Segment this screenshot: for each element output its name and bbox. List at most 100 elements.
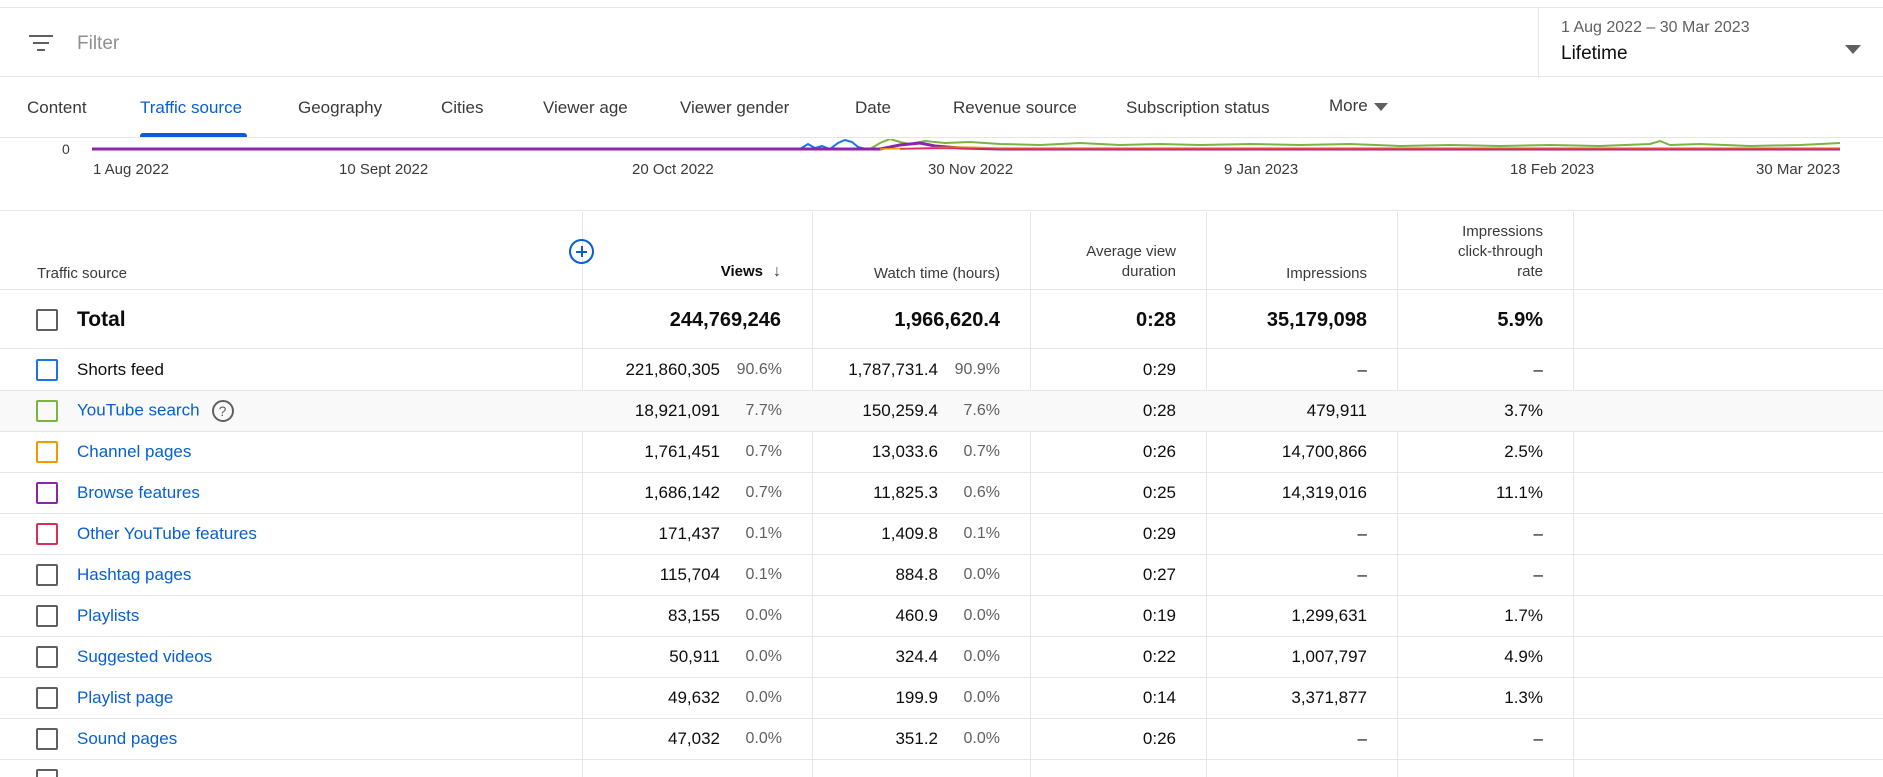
total-watch-time: 1,966,620.4 bbox=[894, 309, 1000, 331]
avg-duration-value: 0:19 bbox=[1142, 606, 1176, 625]
header-views[interactable]: Views ↓ bbox=[721, 262, 781, 282]
series-line-shorts bbox=[799, 139, 867, 151]
source-name-link[interactable]: Playlist page bbox=[77, 688, 174, 707]
help-icon[interactable]: ? bbox=[211, 400, 234, 422]
header-ctr[interactable]: Impressions click-through rate bbox=[1458, 222, 1543, 282]
header-ctr-line3: rate bbox=[1517, 263, 1543, 280]
impressions-value: 3,371,877 bbox=[1291, 688, 1367, 707]
table-row[interactable]: Suggested videos 50,911 0.0% 324.4 0.0% … bbox=[0, 637, 1883, 678]
header-traffic-source[interactable]: Traffic source bbox=[37, 265, 128, 282]
row-checkbox[interactable] bbox=[36, 728, 58, 750]
row-checkbox[interactable] bbox=[36, 605, 58, 627]
tab-viewer-gender[interactable]: Viewer gender bbox=[680, 98, 790, 117]
date-range-text: 1 Aug 2022 – 30 Mar 2023 bbox=[1561, 19, 1750, 36]
table-row[interactable]: Other YouTube features 171,437 0.1% 1,40… bbox=[0, 514, 1883, 555]
filter-icon[interactable] bbox=[29, 34, 53, 52]
watch-time-percent: 0.1% bbox=[963, 525, 1000, 542]
impressions-value: – bbox=[1357, 565, 1367, 584]
source-name-link[interactable]: Sound pages bbox=[77, 729, 178, 748]
avg-duration-value: 0:28 bbox=[1142, 401, 1176, 420]
row-checkbox[interactable] bbox=[36, 441, 58, 463]
chevron-down-icon[interactable] bbox=[1845, 45, 1861, 54]
table-row[interactable]: Hashtag pages 115,704 0.1% 884.8 0.0% 0:… bbox=[0, 555, 1883, 596]
row-checkbox[interactable] bbox=[36, 482, 58, 504]
impressions-value: 14,700,866 bbox=[1281, 442, 1367, 461]
x-tick-label: 1 Aug 2022 bbox=[93, 161, 169, 178]
source-name-link[interactable]: Other YouTube features bbox=[77, 524, 257, 543]
impressions-value: – bbox=[1357, 524, 1367, 543]
active-tab-indicator bbox=[140, 133, 247, 137]
views-value: 18,921,091 bbox=[634, 401, 720, 420]
impressions-value: 1,007,797 bbox=[1291, 647, 1367, 666]
x-tick-label: 10 Sept 2022 bbox=[339, 161, 429, 178]
source-name-link[interactable]: Channel pages bbox=[77, 442, 192, 461]
ctr-value: 1.3% bbox=[1504, 688, 1543, 707]
header-watch-time[interactable]: Watch time (hours) bbox=[873, 265, 1000, 282]
watch-time-value: 11,825.3 bbox=[873, 483, 938, 502]
views-value: 115,704 bbox=[659, 565, 720, 584]
source-name-link[interactable]: Hashtag pages bbox=[77, 565, 192, 584]
tab-more[interactable]: More bbox=[1329, 96, 1388, 116]
tab-date[interactable]: Date bbox=[855, 98, 891, 117]
row-checkbox[interactable] bbox=[36, 359, 58, 381]
ctr-value: 2.5% bbox=[1504, 442, 1543, 461]
tab-traffic-source[interactable]: Traffic source bbox=[140, 98, 243, 117]
header-avg-line1: Average view bbox=[1086, 243, 1176, 260]
views-percent: 0.0% bbox=[745, 648, 782, 665]
views-value: 50,911 bbox=[669, 647, 720, 666]
tab-cities[interactable]: Cities bbox=[441, 98, 484, 117]
column-divider bbox=[1397, 212, 1398, 777]
source-name-link[interactable]: Suggested videos bbox=[77, 647, 213, 666]
row-checkbox[interactable] bbox=[36, 687, 58, 709]
impressions-value: 479,911 bbox=[1306, 401, 1367, 420]
x-tick-label: 30 Nov 2022 bbox=[928, 161, 1014, 178]
tab-revenue-source[interactable]: Revenue source bbox=[953, 98, 1077, 117]
watch-time-value: 351.2 bbox=[895, 729, 938, 748]
tab-subscription-status[interactable]: Subscription status bbox=[1126, 98, 1270, 117]
table-row[interactable]: Playlists 83,155 0.0% 460.9 0.0% 0:19 1,… bbox=[0, 596, 1883, 637]
views-percent: 0.1% bbox=[745, 525, 782, 542]
total-label: Total bbox=[77, 308, 126, 331]
views-percent: 7.7% bbox=[745, 402, 782, 419]
add-column-icon[interactable] bbox=[569, 239, 594, 264]
caret-down-icon bbox=[1373, 102, 1388, 111]
table-row[interactable]: Shorts feed 221,860,305 90.6% 1,787,731.… bbox=[0, 350, 1883, 391]
tab-viewer-age[interactable]: Viewer age bbox=[543, 98, 628, 117]
chart-lines bbox=[92, 139, 1841, 151]
table-header: Traffic source Views ↓ Watch time (hours)… bbox=[0, 212, 1883, 290]
table-row-partial[interactable] bbox=[0, 760, 1883, 777]
ctr-value: – bbox=[1533, 729, 1543, 748]
row-checkbox[interactable] bbox=[36, 769, 58, 777]
row-checkbox[interactable] bbox=[36, 523, 58, 545]
source-name-link[interactable]: Playlists bbox=[77, 606, 140, 625]
filter-input[interactable]: Filter bbox=[77, 33, 120, 54]
tab-geography[interactable]: Geography bbox=[298, 98, 383, 117]
header-ctr-line2: click-through bbox=[1457, 243, 1543, 260]
select-all-checkbox[interactable] bbox=[36, 309, 58, 331]
table-row[interactable]: Playlist page 49,632 0.0% 199.9 0.0% 0:1… bbox=[0, 678, 1883, 719]
header-impressions[interactable]: Impressions bbox=[1286, 265, 1367, 282]
row-checkbox[interactable] bbox=[36, 400, 58, 422]
source-name-link[interactable]: YouTube search? bbox=[77, 400, 234, 422]
watch-time-percent: 7.6% bbox=[963, 402, 1000, 419]
table-row[interactable]: Channel pages 1,761,451 0.7% 13,033.6 0.… bbox=[0, 432, 1883, 473]
ctr-value: 4.9% bbox=[1504, 647, 1543, 666]
tab-content[interactable]: Content bbox=[27, 98, 87, 117]
watch-time-percent: 0.0% bbox=[963, 607, 1000, 624]
watch-time-value: 1,409.8 bbox=[881, 524, 938, 543]
table-row[interactable]: Sound pages 47,032 0.0% 351.2 0.0% 0:26 … bbox=[0, 719, 1883, 760]
date-range-picker[interactable]: 1 Aug 2022 – 30 Mar 2023 Lifetime bbox=[1538, 8, 1883, 78]
table-row[interactable]: Browse features 1,686,142 0.7% 11,825.3 … bbox=[0, 473, 1883, 514]
table-total-row: Total 244,769,246 1,966,620.4 0:28 35,17… bbox=[0, 291, 1883, 349]
header-avg-line2: duration bbox=[1121, 263, 1176, 280]
watch-time-value: 150,259.4 bbox=[862, 401, 938, 420]
date-range-label: Lifetime bbox=[1561, 43, 1628, 64]
source-name-link[interactable]: Browse features bbox=[77, 483, 200, 502]
total-impressions: 35,179,098 bbox=[1266, 309, 1367, 331]
row-checkbox[interactable] bbox=[36, 646, 58, 668]
views-value: 1,686,142 bbox=[644, 483, 720, 502]
header-average-view-duration[interactable]: Average view duration bbox=[1086, 242, 1176, 282]
table-row[interactable]: YouTube search? 18,921,091 7.7% 150,259.… bbox=[0, 391, 1883, 432]
row-checkbox[interactable] bbox=[36, 564, 58, 586]
watch-time-value: 1,787,731.4 bbox=[848, 360, 938, 379]
